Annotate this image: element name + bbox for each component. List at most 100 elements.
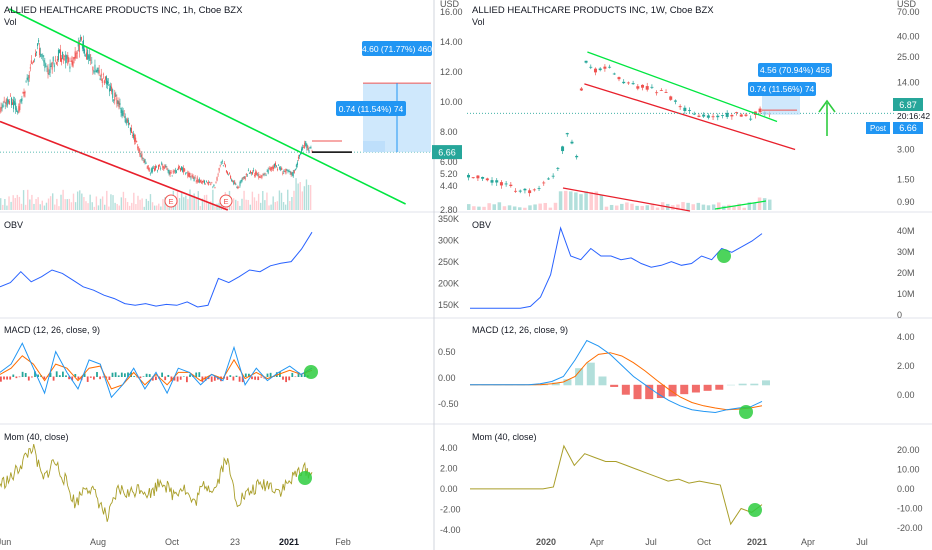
left-volume-bar: [178, 198, 181, 210]
left-candle: [69, 66, 71, 69]
right-price-subtitle: Vol: [472, 17, 485, 27]
right-volume-bar: [620, 203, 624, 210]
left-macd-bar: [226, 376, 229, 381]
left-last-price-tag-bg: [432, 145, 462, 160]
left-candle: [244, 176, 246, 180]
left-mom-tick-4: -4.00: [440, 525, 461, 535]
left-candle: [38, 40, 40, 42]
right-volume-bar: [472, 206, 476, 210]
left-candle: [273, 163, 275, 168]
left-volume-bar: [237, 201, 239, 210]
right-volume-bar: [512, 206, 517, 210]
left-time-label-2: Oct: [165, 537, 180, 547]
left-volume-bar: [253, 197, 256, 210]
right-volume-bar: [563, 190, 568, 210]
left-candle: [74, 51, 76, 59]
left-candle: [90, 59, 92, 61]
left-candle: [195, 181, 197, 183]
right-candle: [655, 92, 659, 94]
right-candle: [575, 155, 579, 158]
left-candle: [67, 55, 69, 65]
right-measure-box: [762, 91, 800, 115]
left-candle: [237, 186, 239, 189]
left-volume-bar: [151, 202, 154, 210]
right-time-label-6: Jul: [856, 537, 868, 547]
right-volume-bar: [701, 204, 706, 210]
right-volume-bar: [584, 191, 588, 210]
right-volume-bar: [467, 204, 471, 210]
left-candle: [44, 61, 46, 69]
left-candle: [277, 169, 279, 170]
right-candle: [528, 190, 532, 194]
right-time-label-0: 2020: [536, 537, 556, 547]
left-candle: [115, 94, 117, 97]
right-volume-bar: [747, 202, 752, 210]
left-time-label-3: 23: [230, 537, 240, 547]
left-candle: [133, 133, 135, 138]
right-macd-line: [470, 339, 763, 414]
left-candle: [100, 73, 102, 77]
left-candle: [171, 175, 173, 177]
left-candle: [210, 184, 212, 185]
left-volume-bar: [2, 204, 4, 210]
left-volume-bar: [58, 206, 60, 210]
left-candle: [223, 163, 225, 165]
left-volume-bar: [214, 206, 216, 210]
left-candle: [260, 175, 262, 177]
right-candle: [720, 115, 724, 116]
left-candle: [187, 172, 189, 177]
right-macd-bar: [703, 384, 712, 391]
left-volume-bar: [289, 200, 291, 210]
left-candle: [27, 77, 29, 82]
left-volume-bar: [49, 196, 52, 210]
left-macd-bar: [114, 372, 117, 377]
right-mom-line: [470, 444, 763, 526]
left-macd-bar: [300, 373, 303, 377]
left-macd-bar: [269, 372, 272, 377]
left-candle: [61, 57, 63, 63]
left-volume-bar: [195, 197, 197, 210]
right-candles: [467, 60, 771, 197]
left-macd-bar: [204, 376, 207, 381]
right-macd-bar: [551, 382, 560, 386]
left-volume-bar: [284, 204, 287, 210]
right-volume-bar: [691, 204, 695, 210]
left-macd-bar: [210, 376, 213, 382]
left-candle: [95, 70, 97, 73]
left-candle: [156, 166, 158, 168]
left-candle: [33, 59, 35, 61]
left-macd-bar: [58, 375, 61, 377]
left-volume-bar: [270, 204, 272, 210]
left-volume-bar: [76, 191, 79, 210]
left-candle: [218, 167, 220, 171]
left-volume-bar: [87, 203, 89, 210]
right-candle: [546, 178, 550, 180]
left-macd-bar: [186, 376, 188, 383]
right-price-title: ALLIED HEALTHCARE PRODUCTS INC, 1W, Cboe…: [472, 5, 714, 16]
left-volume-bar: [295, 178, 297, 210]
left-volume-bar: [8, 196, 10, 210]
left-candle: [162, 165, 164, 168]
left-macd-bar: [52, 376, 55, 381]
left-volume-bar: [249, 204, 251, 210]
left-volume-bar: [239, 205, 241, 210]
left-candle: [50, 66, 52, 67]
left-candle: [20, 99, 22, 103]
left-candle: [103, 80, 105, 84]
left-macd-bar: [9, 376, 12, 380]
left-candle: [168, 170, 170, 175]
right-candle: [589, 66, 593, 68]
left-candle: [159, 165, 161, 166]
left-volume-bar: [29, 199, 31, 210]
left-macd-bar: [117, 375, 120, 377]
right-candle: [659, 90, 663, 91]
left-candle: [232, 180, 234, 182]
left-candle: [183, 167, 185, 173]
left-candle: [126, 118, 128, 123]
left-macd-bar: [15, 376, 18, 379]
right-macd-bar: [715, 384, 724, 390]
right-price-tick-5: 25.00: [897, 52, 920, 62]
left-volume-bar: [272, 196, 274, 210]
left-candle: [87, 49, 89, 60]
right-volume-bar: [645, 205, 650, 210]
